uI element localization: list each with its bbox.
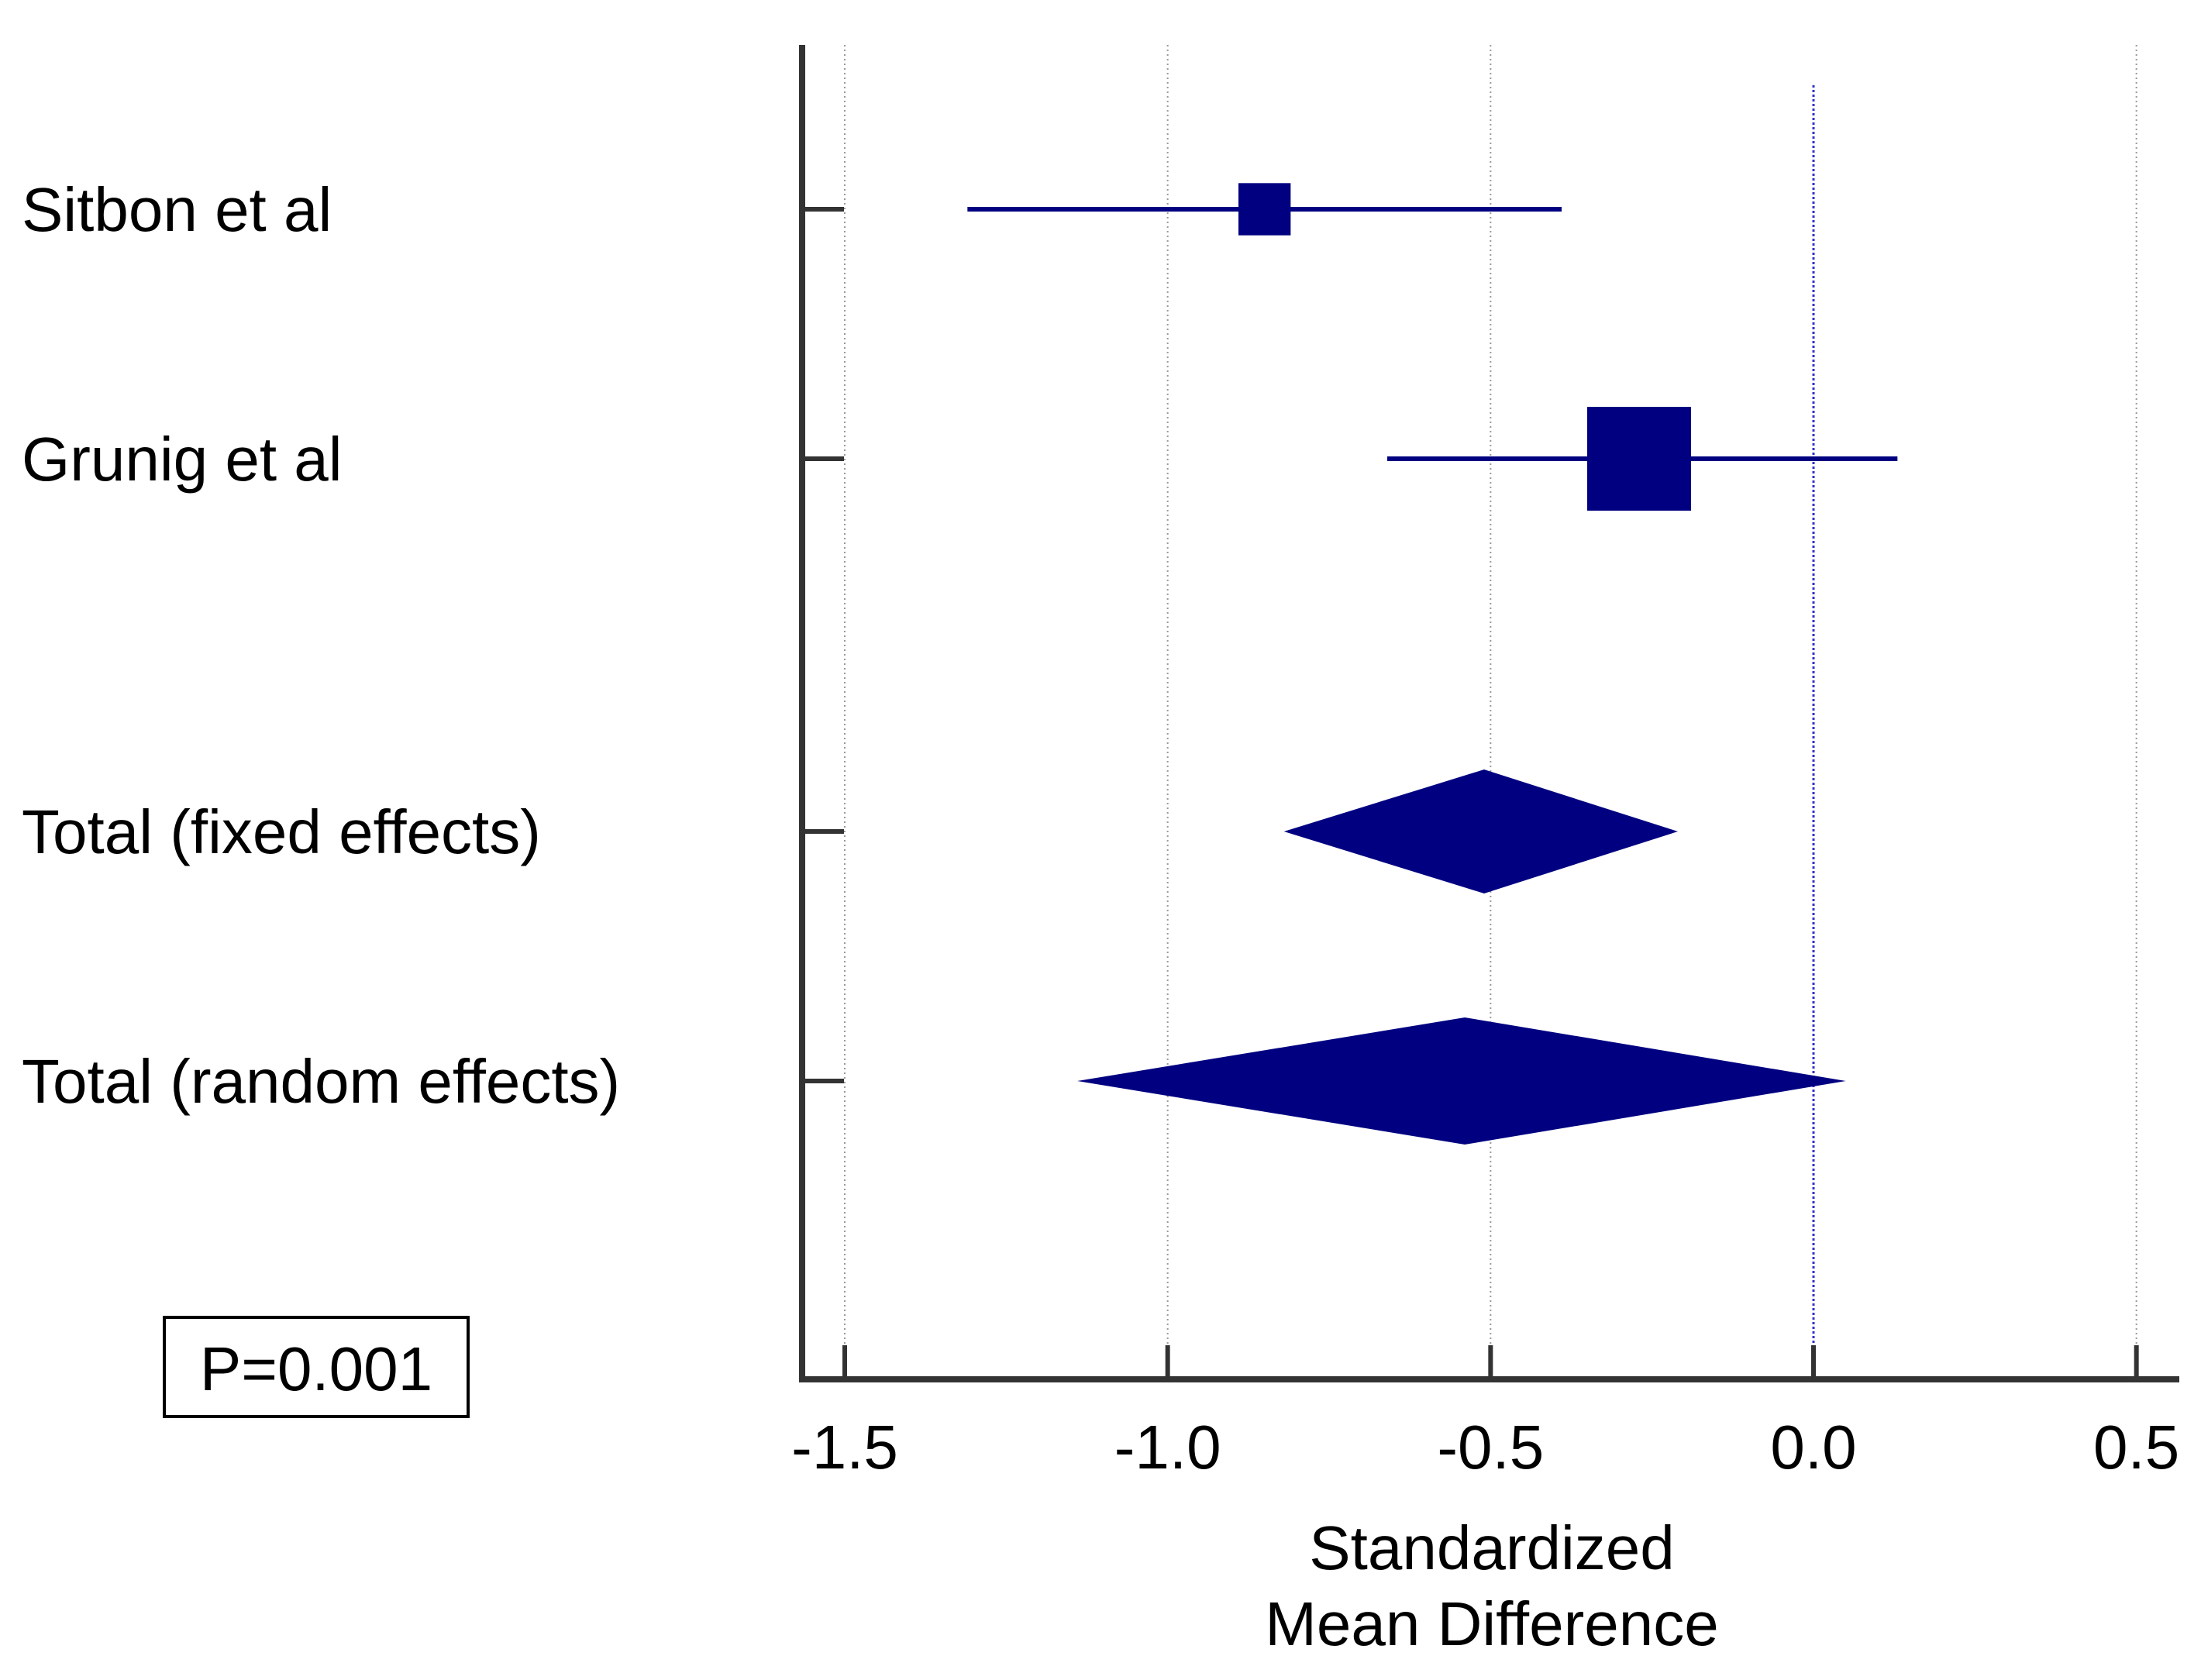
study-effect-square [1238,183,1291,236]
axes: -1.5 -1.0 -0.5 0.0 0.5 [791,45,2179,1482]
x-axis-title-line: Mean Difference [1265,1589,1719,1658]
gridlines [844,45,2137,1379]
pooled-effect-diamond [1077,1017,1846,1145]
plot-marks [967,183,1898,1145]
total-label: Total (fixed effects) [22,797,541,866]
total-label: Total (random effects) [22,1047,620,1116]
p-value-box: P=0.001 [163,1316,470,1418]
study-label: Sitbon et al [22,175,332,244]
row-labels: Sitbon et al Grunig et al Total (fixed eff… [22,175,620,1116]
p-value-label: P=0.001 [200,1334,432,1403]
x-axis-title-line: Standardized [1309,1513,1674,1582]
study-effect-square [1587,407,1691,511]
x-tick-label: -0.5 [1437,1413,1544,1482]
study-label: Grunig et al [22,425,343,494]
x-axis-title: Standardized Mean Difference [1265,1513,1719,1658]
x-tick-label: 0.5 [2093,1413,2179,1482]
x-tick-label: 0.0 [1770,1413,1856,1482]
x-tick-label: -1.5 [791,1413,898,1482]
pooled-effect-diamond [1283,769,1678,893]
x-tick-label: -1.0 [1114,1413,1221,1482]
p-value-frame [163,1316,470,1418]
